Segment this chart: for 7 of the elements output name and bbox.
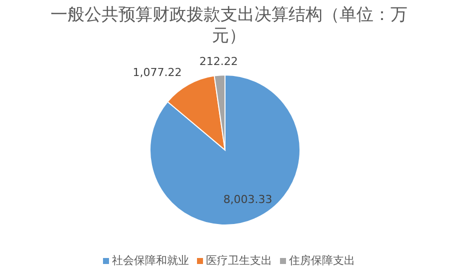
data-label: 1,077.22 [132, 66, 182, 80]
data-label: 212.22 [199, 55, 238, 68]
legend-label: 医疗卫生支出 [206, 254, 272, 267]
legend-label: 社会保障和就业 [112, 254, 189, 267]
chart-title: 一般公共预算财政拨款支出决算结构（单位：万元） [50, 5, 408, 46]
data-label: 8,003.33 [223, 192, 272, 206]
legend-label: 住房保障支出 [289, 254, 355, 267]
